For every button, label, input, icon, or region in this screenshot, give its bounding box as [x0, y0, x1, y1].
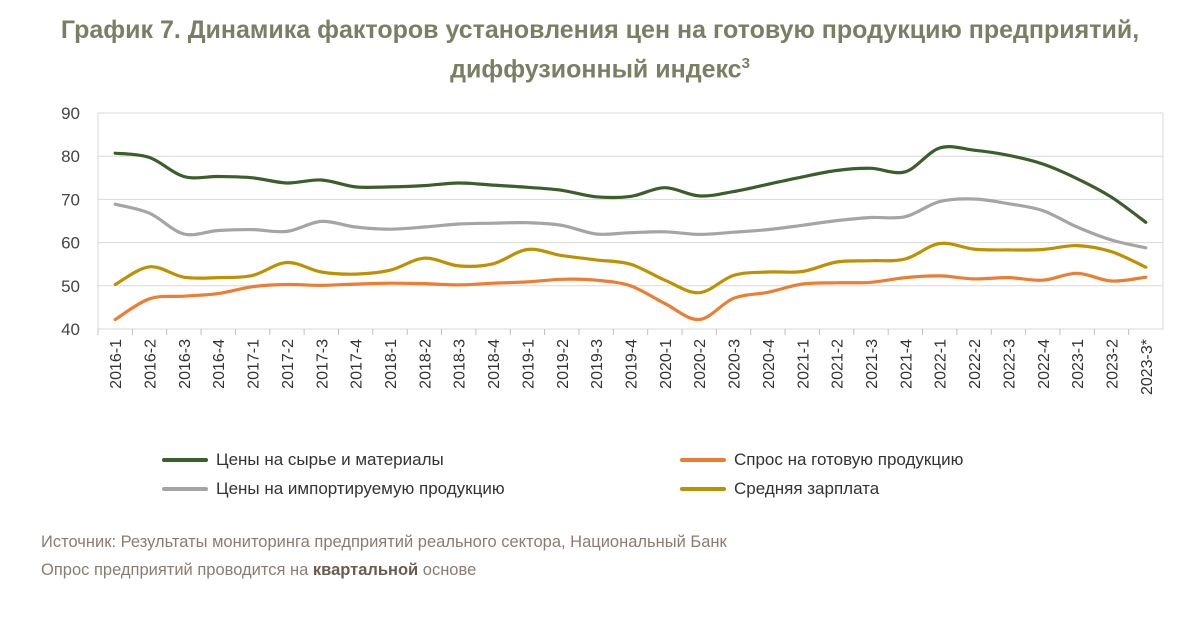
- source-text: Источник: Результаты мониторинга предпри…: [41, 533, 727, 551]
- y-tick-label: 50: [61, 277, 80, 296]
- survey-text-prefix: Опрос предприятий проводится на: [41, 561, 313, 579]
- chart-title-line2-text: диффузионный индекс: [450, 55, 742, 84]
- x-tick-label: 2017-2: [280, 339, 297, 389]
- legend-label: Цены на сырье и материалы: [216, 450, 444, 469]
- legend-item-import-prices: Цены на импортируемую продукцию: [162, 478, 505, 500]
- y-tick-label: 90: [61, 104, 80, 123]
- y-tick-label: 70: [61, 190, 80, 209]
- x-tick-label: 2023-2: [1104, 339, 1121, 389]
- survey-note: Опрос предприятий проводится на кварталь…: [41, 561, 476, 580]
- x-tick-label: 2017-1: [246, 339, 263, 389]
- series-line-raw-materials: [113, 145, 1148, 224]
- x-tick-label: 2016-2: [143, 339, 160, 389]
- x-tick-label: 2021-2: [830, 339, 847, 389]
- line-chart: 40 50 60 70 80 90 2016-1 2016-2 2016-3 2016-4 2017…: [61, 104, 1164, 395]
- y-tick-label: 40: [61, 320, 80, 339]
- x-tick-label: 2021-3: [864, 339, 881, 389]
- x-tick-label: 2018-2: [417, 339, 434, 389]
- series-line-demand: [113, 271, 1148, 322]
- y-tick-label: 80: [61, 147, 80, 166]
- x-tick-label: 2016-4: [211, 339, 228, 389]
- x-tick-label: 2020-3: [727, 339, 744, 389]
- series-line-import-prices: [113, 197, 1148, 250]
- legend-item-raw-materials: Цены на сырье и материалы: [162, 449, 444, 471]
- legend-label: Средняя зарплата: [734, 479, 880, 498]
- x-tick-label: 2016-1: [108, 339, 125, 389]
- x-tick-label: 2017-4: [349, 339, 366, 389]
- survey-text-bold: квартальной: [312, 561, 419, 579]
- x-tick-label: 2022-3: [1001, 339, 1018, 389]
- x-tick-label: 2018-4: [486, 339, 503, 389]
- x-tick-label: 2018-1: [383, 339, 400, 389]
- legend-swatch: [680, 458, 726, 462]
- x-tick-label: 2016-3: [177, 339, 194, 389]
- chart-title-line2: диффузионный индекс3: [0, 47, 1200, 86]
- x-tick-label: 2020-2: [692, 339, 709, 389]
- survey-text-suffix: основе: [418, 561, 477, 579]
- legend-swatch: [680, 487, 726, 491]
- x-tick-label: 2023-3*: [1139, 339, 1156, 395]
- source-note: Источник: Результаты мониторинга предпри…: [41, 533, 727, 552]
- series-line-avg-wage: [113, 241, 1148, 295]
- x-tick-label: 2021-1: [795, 339, 812, 389]
- legend-swatch: [162, 487, 208, 491]
- x-tick-label: 2020-4: [761, 339, 778, 389]
- legend-item-avg-wage: Средняя зарплата: [680, 478, 879, 500]
- x-tick-label: 2021-4: [898, 339, 915, 389]
- x-tick-label: 2017-3: [314, 339, 331, 389]
- chart-title-line1: График 7. Динамика факторов установления…: [60, 16, 1140, 44]
- chart-title: График 7. Динамика факторов установления…: [0, 14, 1200, 86]
- title-footnote-mark: 3: [741, 55, 750, 72]
- x-tick-label: 2023-1: [1070, 339, 1087, 389]
- x-tick-label: 2022-1: [933, 339, 950, 389]
- x-tick-label: 2019-1: [520, 339, 537, 389]
- x-tick-label: 2019-4: [624, 339, 641, 389]
- legend-label: Спрос на готовую продукцию: [734, 450, 964, 469]
- x-tick-label: 2019-2: [555, 339, 572, 389]
- x-tick-label: 2022-4: [1036, 339, 1053, 389]
- x-tick-label: 2022-2: [967, 339, 984, 389]
- x-tick-label: 2018-3: [452, 339, 469, 389]
- legend-swatch: [162, 458, 208, 462]
- legend-item-demand: Спрос на готовую продукцию: [680, 449, 963, 471]
- x-tick-label: 2020-1: [658, 339, 675, 389]
- x-tick-label: 2019-3: [589, 339, 606, 389]
- y-tick-label: 60: [61, 234, 80, 253]
- legend-label: Цены на импортируемую продукцию: [216, 479, 505, 498]
